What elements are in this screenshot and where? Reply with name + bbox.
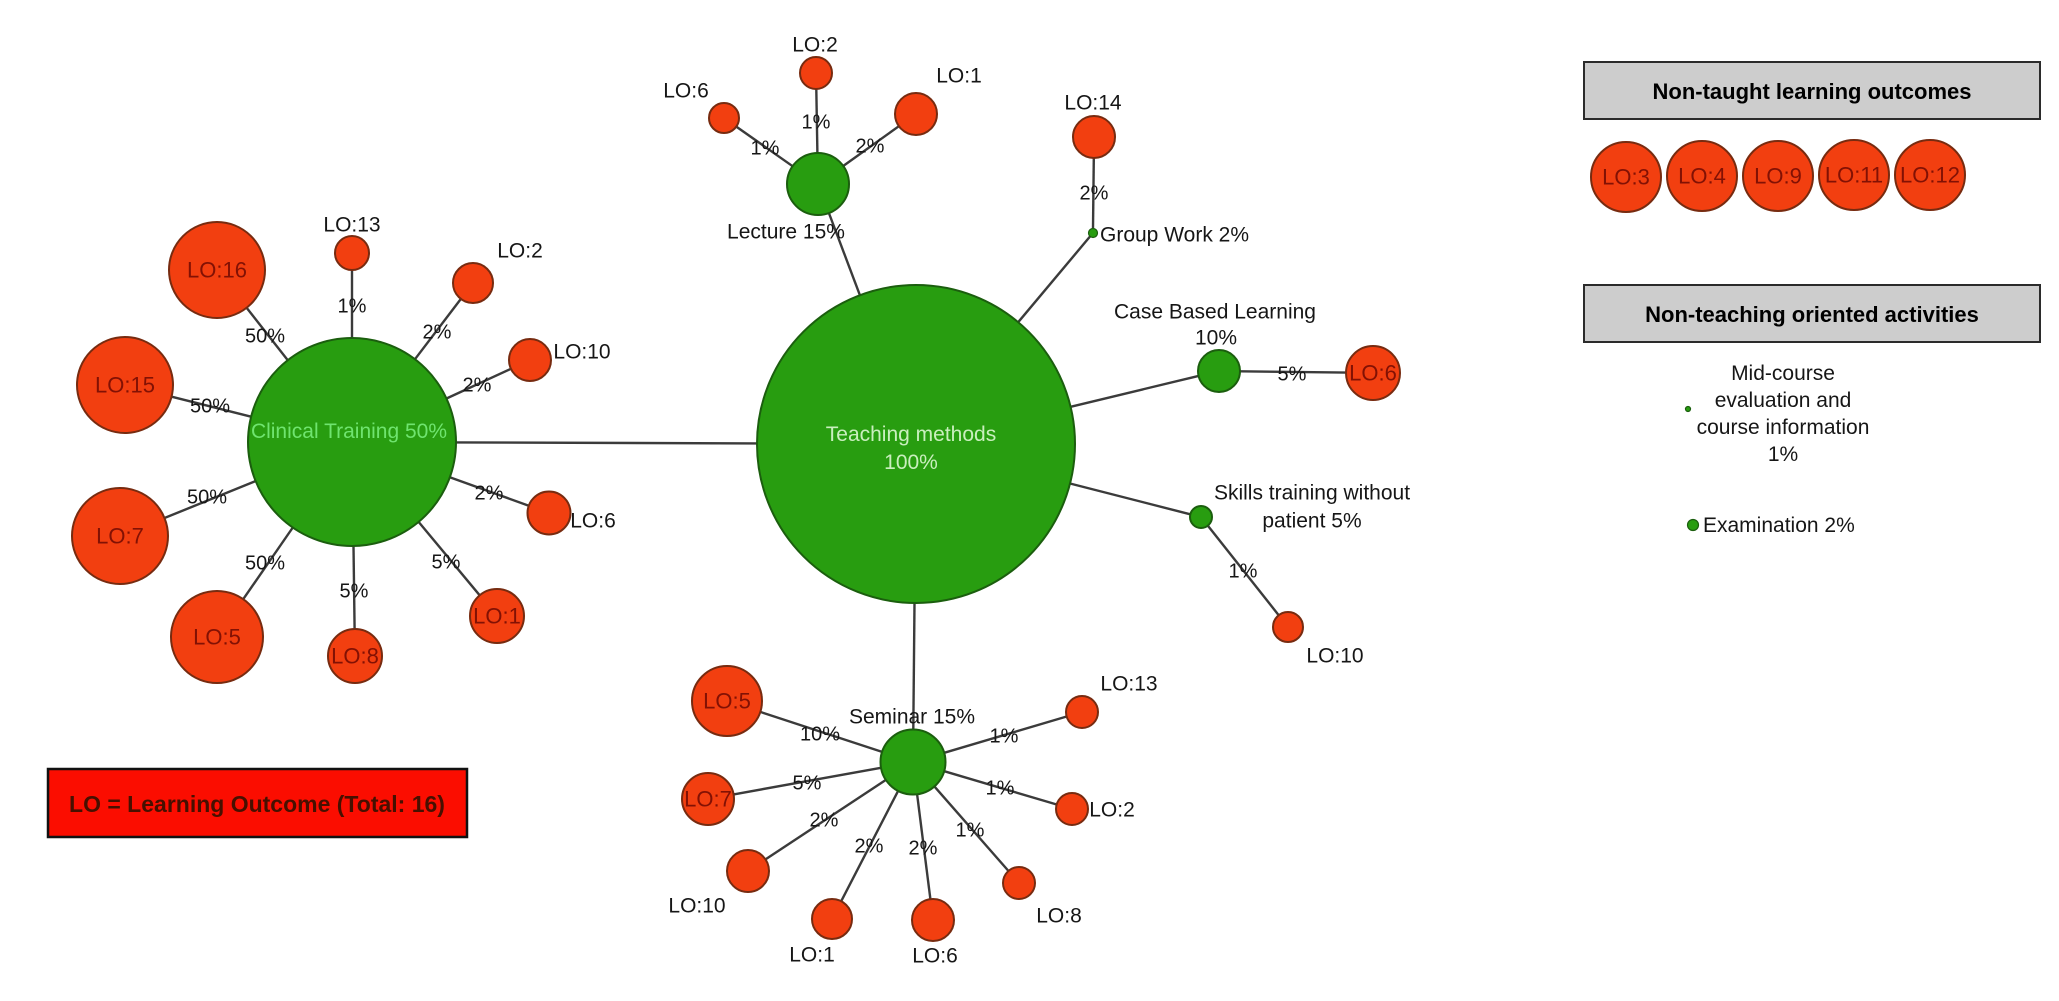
svg-text:2%: 2% (423, 322, 452, 344)
svg-text:50%: 50% (190, 396, 230, 418)
svg-text:5%: 5% (1278, 364, 1307, 386)
svg-text:2%: 2% (1080, 183, 1109, 205)
svg-text:2%: 2% (856, 136, 885, 158)
svg-text:Non-taught learning outcomes: Non-taught learning outcomes (1653, 79, 1972, 104)
svg-text:LO:6: LO:6 (1349, 361, 1397, 386)
svg-text:2%: 2% (475, 483, 504, 505)
svg-text:5%: 5% (432, 552, 461, 574)
svg-text:LO:13: LO:13 (1100, 673, 1157, 696)
svg-text:LO:14: LO:14 (1064, 92, 1122, 115)
svg-text:LO:16: LO:16 (187, 258, 247, 283)
svg-text:LO = Learning Outcome (Total:: LO = Learning Outcome (Total: 16) (69, 791, 445, 817)
svg-text:LO:3: LO:3 (1602, 165, 1650, 190)
svg-text:Case Based Learning: Case Based Learning (1114, 301, 1316, 324)
svg-text:1%: 1% (802, 112, 831, 134)
svg-text:LO:5: LO:5 (193, 625, 241, 650)
svg-text:LO:2: LO:2 (1089, 799, 1135, 822)
svg-text:LO:6: LO:6 (912, 945, 958, 968)
svg-text:Seminar 15%: Seminar 15% (849, 706, 975, 729)
svg-text:LO:9: LO:9 (1754, 164, 1802, 189)
svg-text:Clinical Training 50%: Clinical Training 50% (251, 420, 447, 443)
svg-text:50%: 50% (187, 487, 227, 509)
svg-text:Non-teaching oriented activiti: Non-teaching oriented activities (1645, 302, 1979, 327)
svg-text:5%: 5% (340, 581, 369, 603)
svg-text:LO:8: LO:8 (1036, 905, 1082, 928)
svg-text:1%: 1% (990, 726, 1019, 748)
svg-text:Teaching methods: Teaching methods (826, 423, 996, 446)
svg-text:50%: 50% (245, 326, 285, 348)
svg-text:Lecture 15%: Lecture 15% (727, 221, 845, 244)
svg-text:LO:1: LO:1 (936, 65, 982, 88)
svg-text:2%: 2% (810, 810, 839, 832)
svg-text:LO:1: LO:1 (789, 944, 835, 967)
svg-text:100%: 100% (884, 451, 938, 474)
svg-text:LO:8: LO:8 (331, 644, 379, 669)
svg-text:LO:7: LO:7 (96, 524, 144, 549)
svg-text:Group Work 2%: Group Work 2% (1100, 224, 1249, 247)
svg-text:evaluation and: evaluation and (1715, 389, 1852, 412)
svg-text:1%: 1% (956, 820, 985, 842)
svg-text:LO:6: LO:6 (570, 510, 616, 533)
svg-text:1%: 1% (1229, 561, 1258, 583)
svg-text:Mid-course: Mid-course (1731, 362, 1835, 385)
svg-text:LO:10: LO:10 (1306, 645, 1363, 668)
svg-text:Examination 2%: Examination 2% (1703, 514, 1855, 537)
svg-text:LO:12: LO:12 (1900, 163, 1960, 188)
svg-text:10%: 10% (1195, 327, 1237, 350)
svg-text:LO:6: LO:6 (663, 80, 709, 103)
svg-text:1%: 1% (986, 778, 1015, 800)
svg-text:2%: 2% (909, 838, 938, 860)
svg-text:1%: 1% (338, 296, 367, 318)
svg-text:course information: course information (1697, 416, 1870, 439)
svg-text:LO:2: LO:2 (497, 240, 543, 263)
svg-text:1%: 1% (1768, 443, 1798, 466)
svg-text:LO:13: LO:13 (323, 214, 380, 237)
svg-text:LO:15: LO:15 (95, 373, 155, 398)
svg-text:LO:5: LO:5 (703, 689, 751, 714)
svg-text:5%: 5% (793, 773, 822, 795)
svg-text:patient 5%: patient 5% (1262, 510, 1361, 533)
svg-text:2%: 2% (463, 375, 492, 397)
svg-text:LO:2: LO:2 (792, 34, 838, 57)
svg-text:LO:11: LO:11 (1825, 163, 1883, 188)
svg-text:1%: 1% (751, 138, 780, 160)
svg-text:Skills training without: Skills training without (1214, 482, 1410, 505)
svg-text:10%: 10% (800, 724, 840, 746)
svg-text:LO:1: LO:1 (473, 604, 521, 629)
svg-text:2%: 2% (855, 836, 884, 858)
svg-text:LO:10: LO:10 (668, 895, 725, 918)
svg-text:50%: 50% (245, 553, 285, 575)
svg-text:LO:4: LO:4 (1678, 164, 1726, 189)
svg-text:LO:7: LO:7 (684, 787, 732, 812)
svg-text:LO:10: LO:10 (553, 341, 610, 364)
